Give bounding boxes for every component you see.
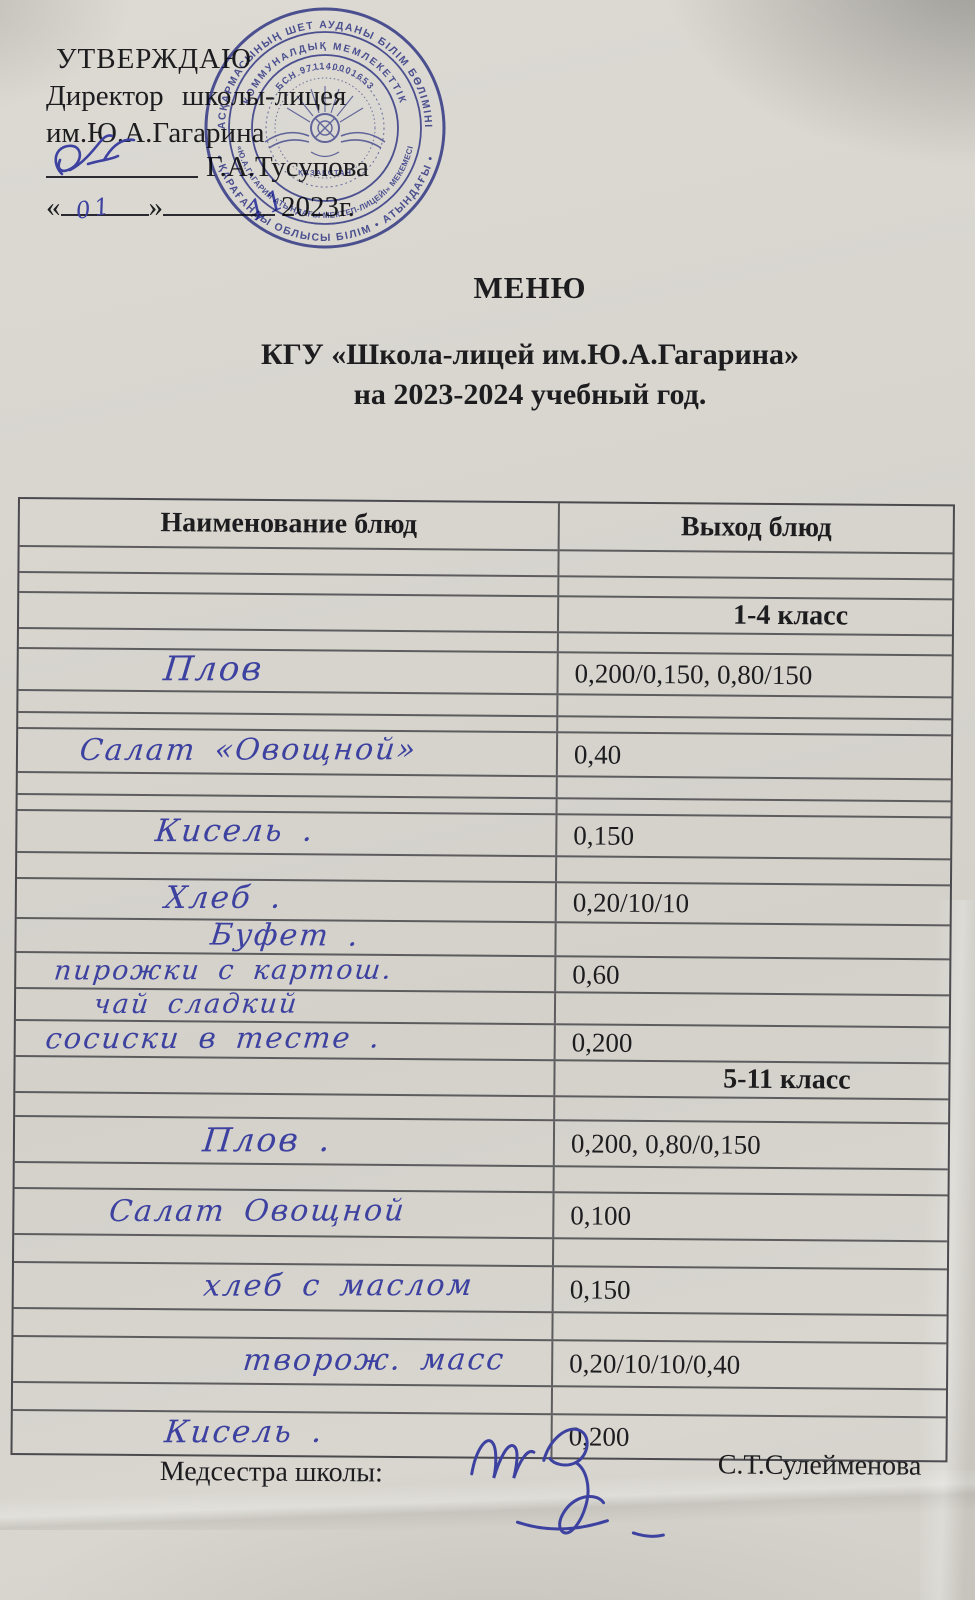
menu-table: Наименование блюд Выход блюд 1-4 класс П… (10, 497, 955, 1463)
column-header-dishes: Наименование блюд (19, 499, 560, 550)
date-line: « » 2023г. (46, 190, 355, 225)
table-row: творож. масс 0,20/10/10/0,40 (13, 1336, 947, 1391)
dish-portion: 0,200/0,150, 0,80/150 (574, 657, 813, 690)
date-month-blank (163, 190, 275, 216)
table-row: Салат Овощной 0,100 (14, 1188, 948, 1243)
dish-portion: 0,60 (572, 958, 620, 990)
table-header-row: Наименование блюд Выход блюд (19, 499, 953, 555)
approve-label: УТВЕРЖДАЮ (56, 43, 252, 75)
column-header-portion: Выход блюд (680, 511, 832, 544)
buffet-label: Буфет . (209, 917, 363, 954)
date-day-blank (60, 190, 149, 216)
footer-block: Медсестра школы: С.Т.Сулейменова (0, 1427, 975, 1538)
dish-portion: 0,100 (570, 1199, 632, 1231)
dish-name: Хлеб . (162, 879, 285, 917)
table-row: Кисель . 0,150 (17, 811, 951, 861)
class-section-label: 5-11 класс (723, 1063, 851, 1096)
dish-portion: 0,200, 0,80/0,150 (570, 1127, 761, 1160)
dish-portion: 0,150 (573, 819, 635, 851)
dish-name: чай сладкий (92, 988, 301, 1021)
dish-name: хлеб с маслом (201, 1268, 476, 1304)
school-title: КГУ «Школа-лицей им.Ю.А.Гагарина» (260, 338, 800, 371)
dish-portion (556, 993, 949, 1026)
signature-line (46, 176, 198, 178)
director-title-line: Директор школы-лицея (46, 80, 347, 112)
title-block: МЕНЮ КГУ «Школа-лицей им.Ю.А.Гагарина» н… (85, 270, 975, 412)
table-row: Салат «Овощной» 0,40 (17, 729, 952, 781)
nurse-name: С.Т.Сулейменова (717, 1449, 922, 1482)
dish-name: Салат «Овощной» (78, 732, 419, 769)
table-row: Плов 0,200/0,150, 0,80/150 (18, 649, 952, 699)
dish-portion: 0,200 (571, 1026, 633, 1058)
dish-name: Плов . (200, 1120, 334, 1160)
menu-heading: МЕНЮ (473, 270, 587, 305)
quote-open: « (46, 191, 61, 223)
class-section-label: 1-4 класс (732, 599, 849, 632)
quote-close: » (148, 191, 164, 223)
dish-portion: 0,150 (569, 1273, 631, 1305)
dish-name: творож. масс (241, 1342, 507, 1378)
dish-name: Кисель . (162, 1413, 326, 1451)
dish-name: Кисель . (153, 812, 317, 850)
dish-name: сосиски в тесте . (43, 1020, 383, 1056)
nurse-role-label: Медсестра школы: (159, 1455, 383, 1489)
dish-portion: 0,20/10/10/0,40 (569, 1347, 741, 1380)
dish-name: пирожки с картош. (52, 954, 395, 987)
dish-name: Плов (161, 649, 266, 690)
table-row: Плов . 0,200, 0,80/0,150 (14, 1116, 949, 1171)
nurse-signature (470, 1427, 665, 1538)
dish-portion (556, 923, 949, 958)
school-name-line: им.Ю.А.Гагарина (46, 117, 265, 149)
stamp-center-caption: ҚАЗАҚСТАН (298, 168, 352, 177)
year-label: 2023г. (281, 191, 355, 223)
dish-portion: 0,20/10/10 (572, 886, 690, 918)
director-signature (54, 134, 136, 176)
stamp-emblem-icon (264, 86, 386, 158)
handwritten-day: 01 (74, 193, 116, 225)
dish-name: Салат Овощной (107, 1193, 408, 1230)
school-year: на 2023-2024 учебный год. (353, 378, 707, 411)
official-stamp-icon: БАСҚАРМАСЫНЫҢ ШЕТ АУДАНЫ БІЛІМ БӨЛІМІНІҢ… (199, 2, 446, 249)
dish-portion: 0,40 (573, 738, 622, 770)
table-row: хлеб с маслом 0,150 (13, 1262, 947, 1317)
